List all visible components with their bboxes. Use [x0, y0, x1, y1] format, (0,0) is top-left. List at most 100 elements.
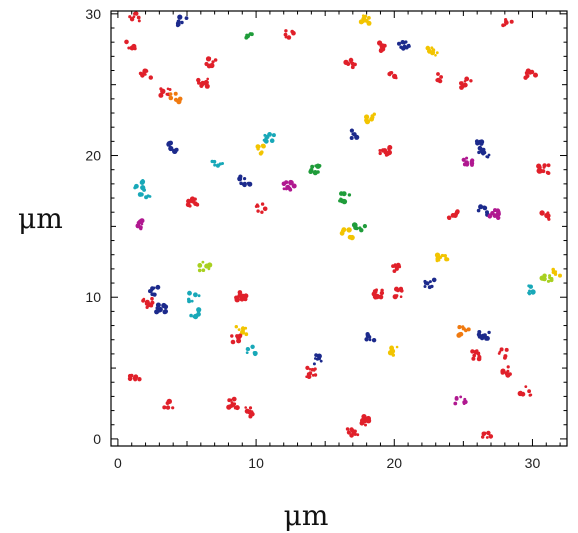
cluster-point [195, 202, 200, 207]
cluster-point [443, 254, 448, 258]
y-tick-label: 20 [85, 148, 101, 164]
y-tick-label: 10 [85, 289, 101, 305]
cluster-point [196, 307, 202, 313]
data-cluster [435, 72, 443, 84]
cluster-point [159, 87, 163, 91]
cluster-point [477, 355, 482, 360]
cluster-point [388, 71, 393, 75]
cluster-point [529, 69, 535, 75]
cluster-point [546, 216, 550, 220]
cluster-point [210, 159, 214, 164]
cluster-point [233, 405, 238, 410]
cluster-point [496, 216, 500, 219]
cluster-point [247, 347, 251, 351]
cluster-point [548, 274, 552, 278]
data-cluster [476, 204, 490, 217]
data-cluster [255, 143, 266, 156]
y-tick-label: 0 [93, 431, 101, 447]
cluster-point [188, 200, 191, 204]
cluster-point [234, 295, 239, 300]
cluster-point [188, 204, 192, 208]
cluster-point [165, 92, 169, 96]
data-cluster [517, 385, 533, 397]
cluster-point [351, 431, 356, 435]
cluster-point [213, 58, 218, 62]
cluster-point [384, 153, 389, 157]
cluster-point [425, 45, 431, 51]
cluster-point [308, 169, 314, 174]
cluster-point [450, 213, 456, 218]
cluster-point [288, 180, 294, 186]
cluster-point [177, 14, 183, 20]
data-cluster [476, 330, 491, 341]
cluster-point [481, 435, 485, 439]
cluster-point [530, 289, 536, 295]
cluster-point [197, 81, 201, 85]
cluster-point [427, 49, 431, 53]
data-cluster [364, 112, 376, 125]
cluster-point [470, 163, 474, 167]
cluster-point [339, 230, 345, 236]
cluster-point [157, 308, 162, 313]
cluster-point [378, 48, 384, 53]
cluster-point [244, 326, 248, 330]
cluster-point [192, 315, 196, 319]
data-cluster [305, 365, 318, 380]
cluster-point [197, 294, 201, 298]
cluster-point [399, 45, 403, 49]
cluster-point [139, 227, 143, 231]
data-cluster [481, 430, 494, 439]
data-cluster [551, 267, 562, 278]
cluster-point [244, 332, 249, 337]
data-cluster [392, 286, 404, 300]
cluster-point [488, 213, 492, 217]
cluster-point [166, 87, 170, 91]
cluster-point [237, 328, 241, 331]
data-cluster [283, 29, 296, 40]
cluster-point [396, 288, 400, 293]
cluster-point [145, 305, 149, 309]
cluster-point [256, 147, 260, 151]
cluster-point [504, 371, 509, 376]
cluster-point [314, 357, 317, 360]
cluster-point [374, 293, 380, 300]
cluster-point [134, 183, 139, 189]
data-cluster [162, 398, 175, 410]
cluster-point [237, 333, 243, 338]
data-cluster [459, 76, 473, 90]
cluster-point [444, 257, 449, 262]
data-cluster [371, 288, 385, 300]
cluster-point [382, 148, 388, 153]
cluster-point [387, 350, 394, 356]
data-cluster [349, 128, 360, 140]
cluster-point [367, 16, 371, 20]
cluster-point [387, 146, 391, 150]
cluster-point [241, 328, 245, 332]
cluster-point [533, 72, 538, 78]
cluster-point [349, 427, 354, 432]
cluster-point [464, 76, 470, 82]
cluster-point [150, 300, 155, 305]
cluster-point [316, 170, 320, 174]
data-cluster [387, 345, 399, 357]
data-cluster [434, 252, 450, 263]
cluster-point [150, 286, 155, 291]
cluster-point [482, 150, 487, 155]
data-cluster [138, 68, 153, 80]
cluster-point [477, 150, 481, 155]
cluster-point [476, 332, 481, 337]
cluster-point [128, 15, 132, 19]
cluster-point [549, 278, 554, 283]
cluster-point [189, 196, 196, 202]
cluster-point [201, 260, 205, 264]
cluster-point [168, 92, 173, 96]
cluster-point [362, 224, 367, 229]
data-cluster [204, 56, 218, 69]
cluster-point [500, 368, 506, 374]
cluster-point [453, 401, 458, 406]
cluster-point [487, 330, 491, 335]
cluster-point [158, 92, 164, 98]
cluster-point [310, 164, 315, 169]
cluster-point [161, 302, 167, 309]
data-cluster [210, 159, 224, 168]
